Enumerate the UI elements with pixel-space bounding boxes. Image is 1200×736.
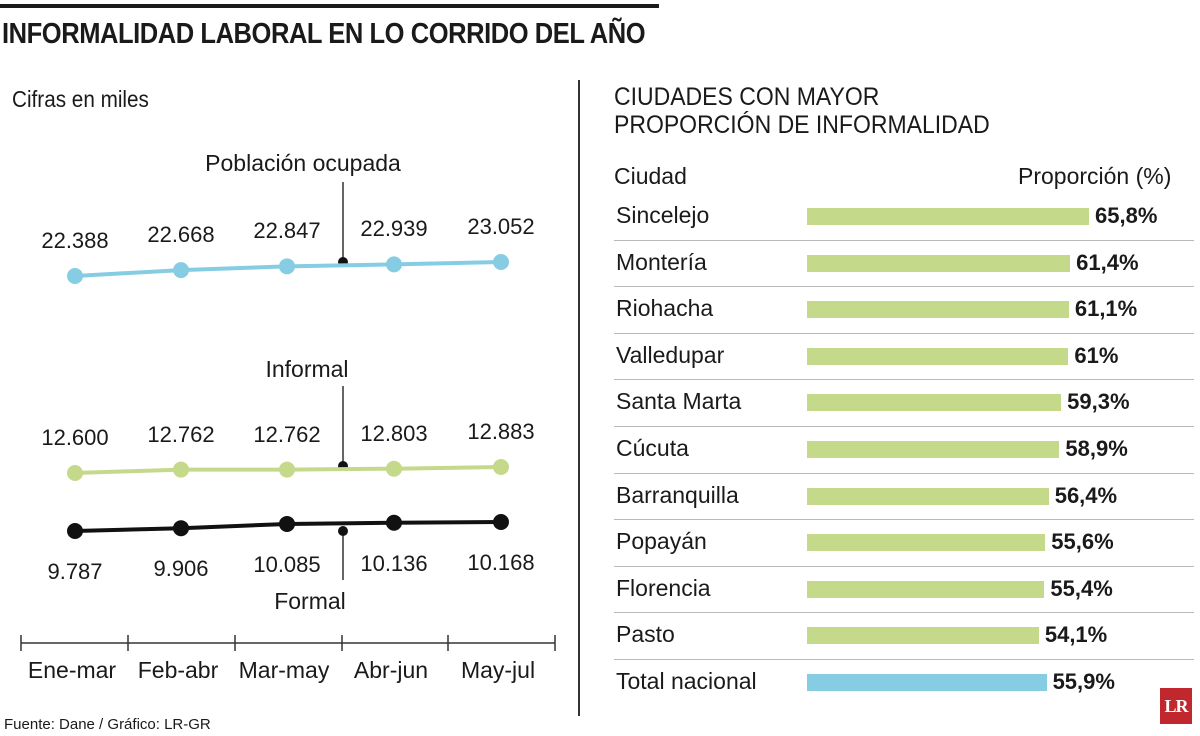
column-header-city: Ciudad bbox=[614, 163, 687, 189]
chart-subtitle: Cifras en miles bbox=[12, 86, 149, 112]
bar-value-label: 54,1% bbox=[1044, 622, 1108, 648]
bar-row: Popayán 55,6% bbox=[614, 520, 1194, 567]
x-tick-label-1: Feb-abr bbox=[137, 657, 219, 683]
bar bbox=[807, 440, 1060, 458]
value-label-formal-3: 10.136 bbox=[360, 550, 428, 576]
point-informal-4 bbox=[493, 459, 509, 475]
bar-chart-title: CIUDADES CON MAYOR PROPORCIÓN DE INFORMA… bbox=[614, 83, 990, 139]
chart-title: INFORMALIDAD LABORAL EN LO CORRIDO DEL A… bbox=[2, 18, 646, 50]
value-label-ocupada-1: 22.668 bbox=[147, 222, 215, 248]
line-chart bbox=[20, 182, 556, 651]
source-note: Fuente: Dane / Gráfico: LR-GR bbox=[4, 716, 211, 733]
city-name: Valledupar bbox=[616, 341, 725, 368]
bar-value-label: 61,4% bbox=[1076, 249, 1139, 275]
column-header-proportion: Proporción (%) bbox=[1018, 163, 1172, 189]
bar-total bbox=[807, 673, 1047, 691]
point-formal-3 bbox=[386, 514, 402, 531]
x-tick-label-0: Ene-mar bbox=[27, 657, 117, 683]
point-informal-2 bbox=[279, 461, 295, 478]
point-formal-1 bbox=[173, 520, 189, 537]
point-ocupada-0 bbox=[67, 268, 83, 284]
point-ocupada-4 bbox=[493, 254, 509, 270]
bar-value-label: 55,9% bbox=[1052, 668, 1115, 694]
lr-logo: LR bbox=[1160, 688, 1192, 724]
bar bbox=[807, 254, 1071, 272]
bar-value-label: 59,3% bbox=[1067, 389, 1130, 415]
city-name: Popayán bbox=[616, 528, 707, 555]
x-tick-label-3: Abr-jun bbox=[353, 657, 429, 683]
value-label-ocupada-0: 22.388 bbox=[41, 228, 109, 253]
point-formal-4 bbox=[493, 514, 509, 530]
series-label-ocupada: Población ocupada bbox=[205, 150, 401, 176]
x-tick-label-4: May-jul bbox=[460, 657, 536, 683]
bar-row: Florencia 55,4% bbox=[614, 567, 1194, 614]
bar bbox=[807, 301, 1069, 319]
city-name: Riohacha bbox=[616, 295, 714, 322]
bar bbox=[807, 394, 1062, 412]
value-label-informal-1: 12.762 bbox=[147, 421, 215, 447]
value-label-ocupada-2: 22.847 bbox=[253, 218, 321, 244]
bar bbox=[807, 627, 1039, 645]
bar-chart-rows: Sincelejo 65,8% Montería 61,4% Riohacha 61,1%… bbox=[614, 194, 1194, 706]
bar-value-label: 55,6% bbox=[1051, 529, 1114, 555]
callout-dot-formal bbox=[338, 526, 348, 536]
bar-value-label: 58,9% bbox=[1065, 435, 1128, 461]
city-name: Barranquilla bbox=[616, 481, 739, 508]
series-label-formal: Formal bbox=[274, 588, 346, 614]
city-name: Pasto bbox=[616, 621, 675, 648]
bar-row: Montería 61,4% bbox=[614, 241, 1194, 288]
panel-divider bbox=[578, 80, 580, 716]
bar-row: Cúcuta 58,9% bbox=[614, 427, 1194, 474]
bar-row: Sincelejo 65,8% bbox=[614, 194, 1194, 241]
bar-row: Pasto 54,1% bbox=[614, 613, 1194, 660]
bar bbox=[807, 347, 1069, 365]
bar bbox=[807, 580, 1045, 598]
value-label-formal-0: 9.787 bbox=[47, 559, 103, 584]
value-label-informal-4: 12.883 bbox=[467, 419, 535, 444]
point-ocupada-3 bbox=[386, 256, 402, 273]
bar-chart-title-line-1: CIUDADES CON MAYOR bbox=[614, 83, 880, 111]
bar bbox=[807, 208, 1089, 225]
series-label-informal: Informal bbox=[265, 356, 349, 382]
bar-chart-title-line-2: PROPORCIÓN DE INFORMALIDAD bbox=[614, 111, 990, 139]
point-ocupada-2 bbox=[279, 258, 295, 275]
city-name: Sincelejo bbox=[616, 202, 710, 228]
point-formal-0 bbox=[67, 523, 83, 539]
city-name: Florencia bbox=[616, 574, 711, 601]
bar bbox=[807, 534, 1046, 552]
value-label-formal-4: 10.168 bbox=[467, 550, 535, 575]
bar-value-label: 65,8% bbox=[1095, 203, 1158, 228]
point-ocupada-1 bbox=[173, 262, 189, 279]
bar-value-label: 56,4% bbox=[1054, 482, 1118, 508]
point-informal-1 bbox=[173, 461, 189, 478]
bar-row: Riohacha 61,1% bbox=[614, 287, 1194, 334]
value-label-ocupada-3: 22.939 bbox=[360, 216, 428, 242]
value-label-formal-1: 9.906 bbox=[153, 556, 209, 582]
value-label-informal-0: 12.600 bbox=[41, 425, 109, 450]
city-name: Cúcuta bbox=[616, 434, 689, 461]
bar-row: Valledupar 61% bbox=[614, 334, 1194, 381]
point-informal-3 bbox=[386, 460, 402, 477]
value-label-formal-2: 10.085 bbox=[253, 551, 321, 577]
bar-row-total: Total nacional 55,9% bbox=[614, 660, 1194, 706]
city-name: Santa Marta bbox=[616, 388, 742, 415]
city-name: Total nacional bbox=[616, 667, 757, 694]
value-label-informal-3: 12.803 bbox=[360, 420, 428, 446]
x-tick-label-2: Mar-may bbox=[238, 657, 330, 683]
bar-value-label: 61% bbox=[1074, 342, 1119, 368]
value-label-ocupada-4: 23.052 bbox=[467, 214, 535, 239]
bar-row: Santa Marta 59,3% bbox=[614, 380, 1194, 427]
point-formal-2 bbox=[279, 515, 295, 532]
bar bbox=[807, 487, 1049, 505]
bar-value-label: 55,4% bbox=[1050, 575, 1113, 601]
value-label-informal-2: 12.762 bbox=[253, 421, 321, 447]
bar-row: Barranquilla 56,4% bbox=[614, 474, 1194, 521]
point-informal-0 bbox=[67, 465, 83, 481]
bar-value-label: 61,1% bbox=[1074, 296, 1138, 322]
city-name: Montería bbox=[616, 248, 707, 275]
top-rule bbox=[0, 4, 659, 8]
